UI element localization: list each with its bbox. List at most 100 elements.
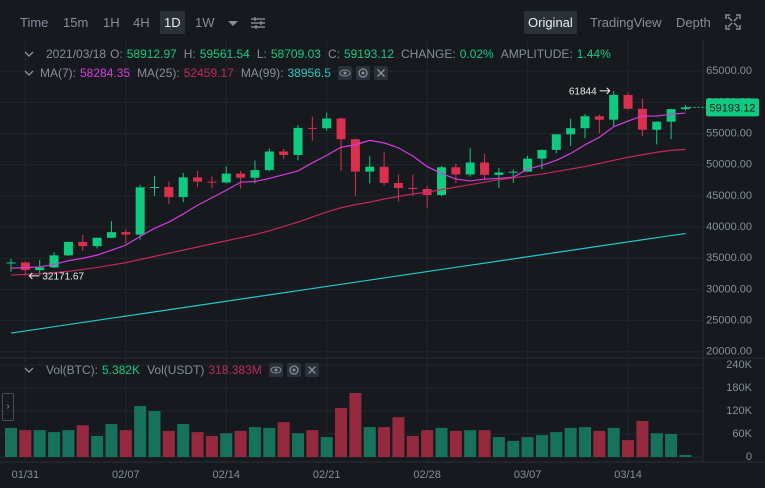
interval-button[interactable]: 4H bbox=[133, 15, 150, 30]
volume-bar bbox=[535, 435, 548, 457]
legend-label: MA(25): bbox=[137, 66, 180, 80]
interval-button[interactable]: 1D bbox=[160, 11, 185, 34]
x-tick-label: 03/14 bbox=[614, 469, 642, 481]
interval-button[interactable]: 15m bbox=[63, 15, 89, 30]
candle-body bbox=[250, 170, 260, 178]
candle-body bbox=[652, 121, 662, 130]
close-icon[interactable] bbox=[304, 363, 319, 377]
ma-line bbox=[10, 112, 686, 269]
volume-bar bbox=[177, 424, 190, 457]
view-button[interactable]: Depth bbox=[676, 15, 711, 30]
volume-bar bbox=[421, 430, 434, 457]
y-tick-label: 60K bbox=[732, 428, 752, 440]
settings-icon[interactable] bbox=[250, 15, 266, 31]
side-panel-toggle[interactable]: › bbox=[2, 393, 14, 421]
candle-body bbox=[451, 167, 461, 175]
legend-value: 38956.5 bbox=[287, 66, 331, 80]
candle-body bbox=[408, 187, 418, 189]
legend-label: Vol(USDT) bbox=[147, 363, 205, 377]
y-tick-label: 55000.00 bbox=[706, 127, 752, 139]
settings-icon[interactable] bbox=[355, 66, 370, 80]
x-tick-label: 03/07 bbox=[514, 469, 542, 481]
volume-bar bbox=[162, 430, 175, 457]
legend-value: 59561.54 bbox=[199, 47, 250, 61]
candle-body bbox=[465, 162, 475, 175]
candle-body bbox=[393, 182, 403, 188]
candle-body bbox=[666, 109, 676, 122]
legend-label: AMPLITUDE: bbox=[500, 47, 573, 61]
candle-body bbox=[150, 187, 159, 189]
last-price-label: 59193.12 bbox=[710, 102, 756, 114]
volume-bar bbox=[550, 432, 563, 457]
volume-bar bbox=[33, 430, 46, 457]
volume-bar bbox=[48, 432, 61, 457]
volume-bar bbox=[335, 407, 348, 457]
settings-icon[interactable] bbox=[286, 363, 301, 377]
volume-bar bbox=[19, 430, 32, 457]
candle-body bbox=[494, 172, 504, 175]
legend-label: C: bbox=[327, 47, 340, 61]
collapse-icon[interactable] bbox=[22, 66, 36, 80]
candle-body bbox=[35, 267, 45, 271]
y-tick-label: 25000.00 bbox=[706, 314, 752, 326]
low-marker-arrow bbox=[28, 272, 40, 280]
candle-body bbox=[63, 241, 73, 256]
volume-legend: Vol(BTC): 5.382K Vol(USDT) 318.383M bbox=[22, 363, 319, 377]
candle-body bbox=[637, 108, 647, 130]
interval-button[interactable]: 1H bbox=[103, 15, 120, 30]
y-tick-label: 50000.00 bbox=[706, 159, 752, 171]
candle-body bbox=[293, 127, 303, 156]
legend-label: MA(99): bbox=[240, 66, 284, 80]
candle-body bbox=[92, 237, 102, 247]
legend-value: 0.02% bbox=[459, 47, 494, 61]
close-icon[interactable] bbox=[373, 66, 388, 80]
candle-body bbox=[106, 232, 116, 238]
candle-body bbox=[20, 262, 30, 271]
candle-body bbox=[164, 187, 174, 198]
interval-button[interactable]: 1W bbox=[195, 15, 215, 30]
collapse-icon[interactable] bbox=[22, 363, 36, 377]
collapse-icon[interactable] bbox=[22, 47, 36, 61]
candle-body bbox=[178, 177, 188, 198]
candle-body bbox=[350, 139, 360, 172]
candle-body bbox=[193, 177, 203, 182]
candle-body bbox=[279, 151, 289, 156]
candle-body bbox=[480, 162, 490, 175]
volume-bar bbox=[248, 427, 261, 457]
interval-button[interactable]: Time bbox=[20, 15, 49, 30]
x-tick-label: 02/14 bbox=[212, 469, 240, 481]
ma-legend: MA(7): 58284.35 MA(25): 52459.17 MA(99): 3895… bbox=[22, 66, 388, 80]
candle-body bbox=[580, 116, 590, 129]
ma-line bbox=[10, 148, 686, 276]
fullscreen-icon[interactable] bbox=[725, 14, 741, 30]
legend-label: MA(7): bbox=[40, 66, 76, 80]
more-intervals[interactable] bbox=[226, 16, 240, 30]
volume-bar bbox=[119, 430, 132, 457]
view-button[interactable]: TradingView bbox=[590, 15, 662, 30]
volume-bar bbox=[593, 430, 606, 457]
candle-body bbox=[594, 116, 604, 120]
volume-bar bbox=[306, 430, 319, 457]
last-price-box bbox=[706, 98, 759, 117]
candle-body bbox=[437, 167, 446, 196]
volume-bar bbox=[363, 427, 376, 457]
x-tick-label: 02/07 bbox=[112, 469, 140, 481]
candle-body bbox=[523, 158, 533, 172]
y-tick-label: 180K bbox=[726, 382, 752, 394]
volume-bar bbox=[478, 430, 491, 457]
y-tick-label: 240K bbox=[726, 359, 752, 371]
eye-icon[interactable] bbox=[337, 66, 352, 80]
volume-bar bbox=[205, 435, 218, 457]
candle-body bbox=[379, 166, 389, 183]
legend-value: 1.44% bbox=[576, 47, 611, 61]
view-button[interactable]: Original bbox=[524, 11, 577, 34]
candle-body bbox=[236, 173, 246, 178]
eye-icon[interactable] bbox=[268, 363, 283, 377]
candle-body bbox=[322, 118, 332, 129]
legend-label: L: bbox=[256, 47, 267, 61]
legend-label: O: bbox=[110, 47, 123, 61]
high-marker-label: 61844 bbox=[569, 86, 597, 97]
legend-value: 58912.97 bbox=[126, 47, 177, 61]
